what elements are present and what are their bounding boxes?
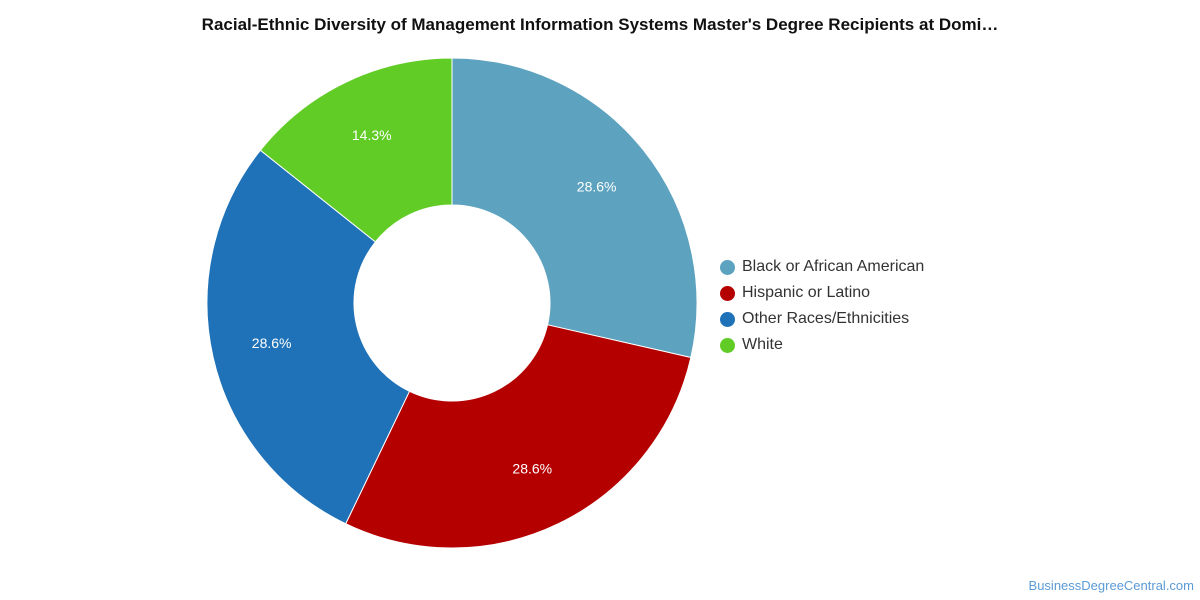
pie-slice-hispanic-or-latino [345,324,692,549]
chart-legend: Black or African American Hispanic or Lat… [720,254,924,358]
slice-value-label: 28.6% [512,460,552,476]
legend-item: Other Races/Ethnicities [720,306,924,332]
legend-item: Black or African American [720,254,924,280]
legend-swatch [720,259,735,275]
pie-slice-black-or-african-american [451,57,698,359]
legend-item: Hispanic or Latino [720,280,924,306]
pie-slice-white [259,57,453,243]
legend-label: Black or African American [742,258,925,275]
legend-label: Other Races/Ethnicities [742,310,910,327]
legend-item: White [720,332,924,358]
legend-label: Hispanic or Latino [742,284,871,301]
pie-slice-other-races-ethnicities [206,149,411,525]
slice-value-label: 28.6% [577,178,617,194]
slice-value-label: 14.3% [352,127,392,143]
legend-swatch [720,311,735,327]
slice-value-label: 28.6% [252,335,292,351]
legend-label: White [742,336,783,353]
watermark: BusinessDegreeCentral.com [1028,578,1194,593]
legend-swatch [720,337,735,353]
legend-swatch [720,285,735,301]
chart-title: Racial-Ethnic Diversity of Management In… [201,15,999,34]
